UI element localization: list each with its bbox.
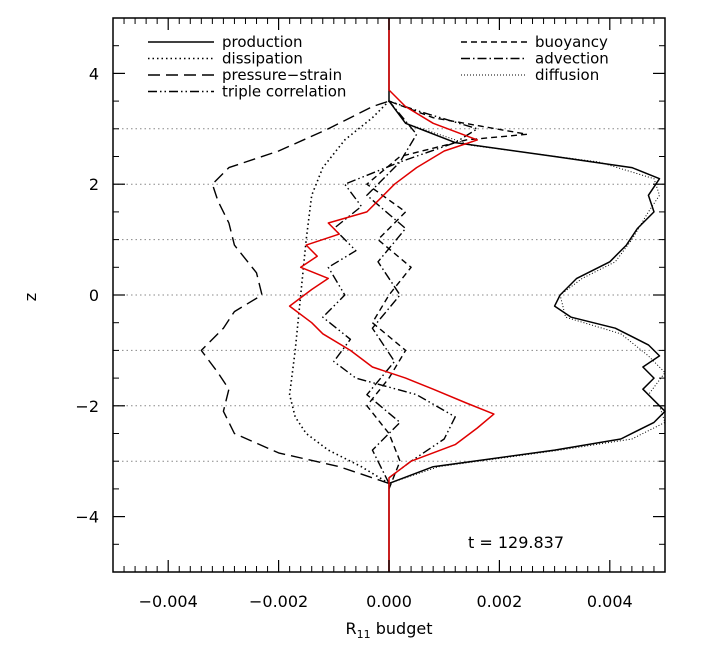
x-axis-title-suffix: budget: [371, 619, 433, 638]
y-tick-label: 0: [89, 286, 99, 305]
series-production-line: [388, 18, 666, 572]
y-tick-label: 4: [89, 64, 99, 83]
y-tick-label: −4: [75, 508, 99, 527]
legend-label: buoyancy: [535, 33, 608, 51]
x-axis-title-main: R: [346, 619, 357, 638]
series-diffusion-line: [388, 18, 666, 572]
legend-label: dissipation: [222, 50, 303, 68]
x-axis-title-subscript: 11: [357, 628, 371, 641]
series-buoyancy-line: [366, 100, 528, 490]
legend-label: diffusion: [535, 66, 599, 84]
x-tick-label: −0.004: [139, 592, 198, 611]
x-tick-label: 0.004: [587, 592, 633, 611]
x-tick-label: 0.000: [366, 592, 412, 611]
x-tick-label: −0.002: [249, 592, 308, 611]
legend-label: triple correlation: [222, 83, 346, 101]
y-tick-label: −2: [75, 397, 99, 416]
x-tick-label: 0.002: [476, 592, 522, 611]
legend-label: advection: [535, 50, 609, 68]
series-total-line: [288, 18, 495, 572]
y-tick-label: 2: [89, 175, 99, 194]
time-annotation: t = 129.837: [468, 533, 564, 552]
legend-label: production: [222, 33, 303, 51]
y-axis-title: z: [21, 293, 40, 301]
x-axis-title: R11 budget: [346, 619, 433, 641]
legend-label: pressure−strain: [222, 66, 342, 84]
series-dissipation-line: [288, 100, 390, 485]
series-triple-correlation-line: [322, 100, 478, 479]
series-pressure-strain-line: [200, 100, 390, 485]
